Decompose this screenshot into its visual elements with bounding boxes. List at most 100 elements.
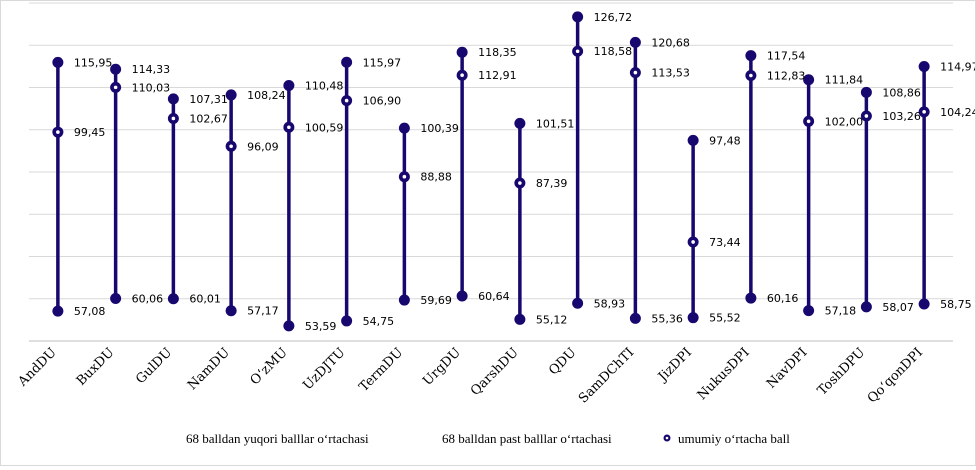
category-labels: AndDU BuxDU GulDU NamDU O‘zMU UzDJTU TermDU Urg… — [15, 345, 926, 406]
mean-label-10: 113,53 — [651, 67, 690, 80]
high-point-2 — [167, 93, 179, 105]
high-label-13: 111,84 — [825, 74, 864, 87]
legend-marker-mean-inner — [665, 436, 669, 440]
mean-label-11: 73,44 — [709, 236, 741, 249]
high-label-15: 114,97 — [940, 61, 975, 74]
data-marks — [52, 11, 930, 332]
mean-point-center-14 — [864, 114, 869, 118]
mean-label-8: 87,39 — [536, 177, 568, 190]
mean-point-center-2 — [171, 116, 176, 121]
high-point-10 — [629, 36, 641, 48]
category-label-11: JizDPI — [654, 345, 695, 386]
mean-point-center-3 — [229, 144, 233, 149]
mean-point-center-10 — [633, 70, 638, 75]
category-label-6: TermDU — [357, 345, 407, 395]
mean-point-center-1 — [113, 85, 118, 90]
low-point-7 — [456, 290, 468, 302]
high-label-11: 97,48 — [709, 134, 741, 147]
low-point-3 — [225, 305, 237, 317]
mean-label-15: 104,24 — [940, 106, 975, 119]
low-label-7: 60,64 — [478, 290, 510, 303]
low-label-8: 55,12 — [536, 313, 568, 326]
category-label-3: NamDU — [185, 345, 233, 393]
legend: 68 balldan yuqori balllar o‘rtachasi 68 … — [186, 431, 790, 446]
low-label-10: 55,36 — [651, 312, 683, 325]
low-point-8 — [514, 313, 526, 325]
category-label-13: NavDPI — [764, 345, 811, 392]
low-label-11: 55,52 — [709, 312, 741, 325]
high-label-3: 108,24 — [247, 89, 286, 102]
high-point-7 — [456, 46, 468, 58]
high-point-5 — [341, 56, 353, 68]
category-label-0: AndDU — [15, 345, 60, 390]
category-label-7: UrgDU — [420, 345, 464, 389]
category-label-8: QarshDU — [468, 345, 522, 399]
mean-point-center-5 — [344, 98, 349, 103]
category-label-1: BuxDU — [74, 345, 118, 389]
high-label-0: 115,95 — [74, 56, 113, 69]
mean-point-center-7 — [460, 73, 464, 78]
high-label-14: 108,86 — [882, 86, 921, 99]
high-point-4 — [283, 79, 295, 91]
low-point-14 — [860, 301, 872, 313]
high-label-2: 107,31 — [189, 93, 228, 106]
high-point-3 — [225, 89, 237, 101]
high-label-9: 126,72 — [594, 11, 633, 24]
high-label-8: 101,51 — [536, 117, 575, 130]
category-label-14: ToshDPU — [815, 345, 868, 398]
mean-label-0: 99,45 — [74, 126, 106, 139]
low-point-4 — [283, 320, 295, 332]
mean-label-4: 100,59 — [305, 121, 344, 134]
low-label-3: 57,17 — [247, 305, 279, 318]
mean-point-center-6 — [402, 174, 407, 179]
mean-point-center-12 — [749, 73, 753, 78]
high-point-8 — [514, 117, 526, 129]
mean-label-3: 96,09 — [247, 140, 279, 153]
high-label-4: 110,48 — [305, 79, 344, 92]
low-label-15: 58,75 — [940, 298, 972, 311]
category-label-2: GulDU — [133, 345, 175, 387]
low-point-11 — [687, 312, 699, 324]
legend-label-high: 68 balldan yuqori balllar o‘rtachasi — [186, 431, 369, 446]
low-label-13: 57,18 — [825, 305, 857, 318]
low-label-9: 58,93 — [594, 297, 626, 310]
low-point-9 — [572, 297, 584, 309]
mean-label-5: 106,90 — [363, 95, 402, 108]
mean-point-center-8 — [518, 181, 522, 185]
low-point-6 — [398, 294, 410, 306]
mean-label-7: 112,91 — [478, 69, 517, 82]
low-point-0 — [52, 305, 64, 317]
mean-label-1: 110,03 — [132, 81, 171, 94]
low-label-14: 58,07 — [882, 301, 914, 314]
mean-point-center-0 — [56, 130, 60, 134]
mean-point-center-11 — [691, 240, 695, 244]
high-point-6 — [398, 122, 410, 134]
category-label-10: SamDChTI — [576, 345, 637, 406]
mean-label-6: 88,88 — [420, 171, 452, 184]
grid-lines — [29, 2, 953, 342]
high-point-9 — [572, 11, 584, 23]
mean-label-13: 102,00 — [825, 115, 864, 128]
low-point-2 — [167, 293, 179, 305]
legend-label-mean: umumiy o‘rtacha ball — [678, 431, 790, 446]
mean-point-center-9 — [575, 49, 580, 54]
data-labels: 115,95 57,08 99,45 114,33 60,06 110,03 107,31 6… — [74, 11, 976, 333]
high-label-7: 118,35 — [478, 46, 517, 59]
low-point-5 — [341, 315, 353, 327]
mean-label-2: 102,67 — [189, 112, 228, 125]
low-point-12 — [745, 292, 757, 304]
high-label-6: 100,39 — [420, 122, 459, 135]
mean-label-9: 118,58 — [594, 45, 633, 58]
category-label-5: UzDJTU — [300, 345, 348, 393]
high-label-1: 114,33 — [132, 63, 171, 76]
low-label-6: 59,69 — [420, 294, 452, 307]
low-point-13 — [803, 305, 815, 317]
high-point-13 — [803, 74, 815, 86]
category-label-4: O‘zMU — [248, 345, 291, 388]
mean-point-center-13 — [806, 119, 811, 124]
mean-label-14: 103,26 — [882, 110, 921, 123]
low-label-2: 60,01 — [189, 293, 221, 306]
high-point-12 — [745, 50, 757, 62]
high-point-0 — [52, 56, 64, 68]
high-point-11 — [687, 134, 699, 146]
